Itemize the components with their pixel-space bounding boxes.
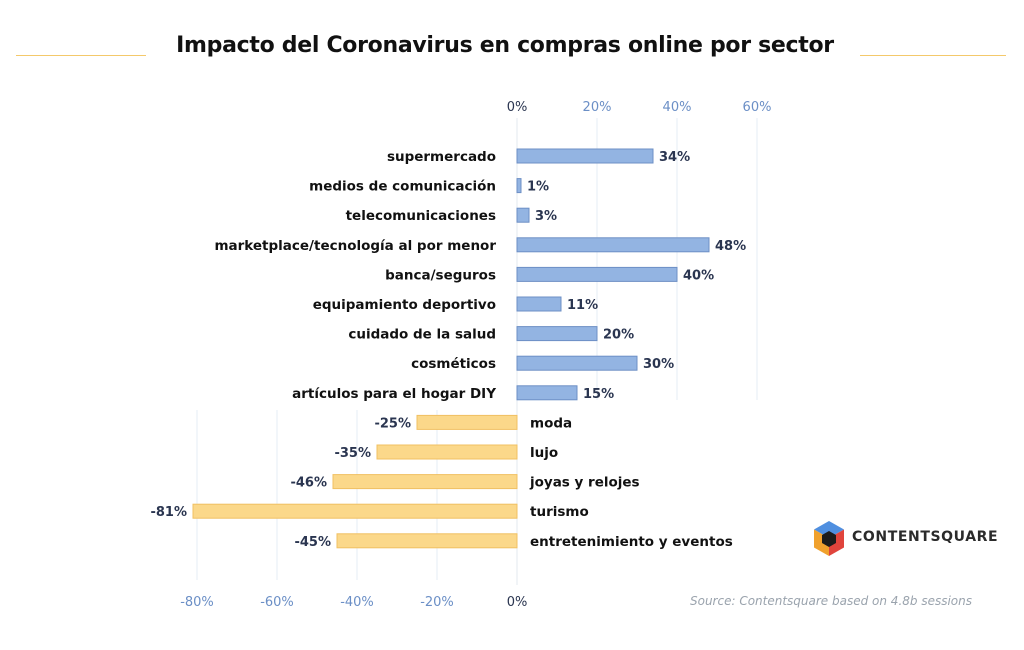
value-label: 11% [567, 298, 598, 313]
bar [516, 148, 654, 164]
bar [516, 296, 562, 312]
category-label: moda [530, 415, 572, 431]
category-label: entretenimiento y eventos [530, 534, 733, 550]
value-label: 34% [659, 150, 690, 165]
value-label: -81% [150, 505, 187, 520]
brand-name: CONTENTSQUARE [852, 529, 999, 545]
category-label: telecomunicaciones [346, 208, 496, 224]
value-label: -45% [294, 535, 331, 550]
category-label: equipamiento deportivo [313, 297, 496, 313]
value-label: -35% [334, 446, 371, 461]
bar [516, 355, 638, 371]
bar [516, 326, 598, 342]
value-label: 40% [683, 268, 714, 283]
bar [516, 385, 578, 401]
category-label: banca/seguros [385, 267, 496, 283]
contentsquare-hexagon-icon [814, 521, 844, 556]
top-tick-label: 20% [583, 100, 612, 115]
value-label: 15% [583, 387, 614, 402]
value-label: 48% [715, 239, 746, 254]
category-label: lujo [530, 445, 558, 461]
category-label: joyas y relojes [529, 475, 640, 491]
category-label: cuidado de la salud [348, 327, 496, 343]
bar [416, 414, 518, 430]
title-rule-left [16, 55, 146, 56]
top-tick-label: 60% [743, 100, 772, 115]
bottom-tick-label: -20% [420, 595, 454, 610]
bottom-tick-label: -60% [260, 595, 294, 610]
bar [376, 444, 518, 460]
bar [192, 503, 518, 519]
top-tick-label: 40% [663, 100, 692, 115]
bar [516, 178, 522, 194]
bar [336, 533, 518, 549]
category-label: cosméticos [411, 356, 496, 372]
title-rule-right [860, 55, 1006, 56]
value-label: 3% [535, 209, 557, 224]
contentsquare-logo: CONTENTSQUARE [812, 520, 998, 558]
category-label: turismo [530, 504, 589, 520]
bar [516, 207, 530, 223]
value-label: 20% [603, 328, 634, 343]
value-label: -25% [374, 416, 411, 431]
chart-title: Impacto del Coronavirus en compras onlin… [176, 33, 834, 58]
bar [516, 237, 710, 253]
category-label: marketplace/tecnología al por menor [214, 238, 496, 254]
bar [516, 266, 678, 282]
title-bar: Impacto del Coronavirus en compras onlin… [0, 33, 1024, 73]
category-label: artículos para el hogar DIY [292, 386, 496, 402]
top-tick-label: 0% [507, 100, 528, 115]
bottom-tick-label: 0% [507, 595, 528, 610]
category-label: medios de comunicación [309, 179, 496, 195]
bar [332, 474, 518, 490]
value-label: 1% [527, 180, 549, 195]
category-label: supermercado [387, 149, 496, 165]
value-label: 30% [643, 357, 674, 372]
value-label: -46% [290, 476, 327, 491]
source-note: Source: Contentsquare based on 4.8b sess… [689, 594, 972, 608]
bottom-tick-label: -80% [180, 595, 214, 610]
bottom-tick-label: -40% [340, 595, 374, 610]
